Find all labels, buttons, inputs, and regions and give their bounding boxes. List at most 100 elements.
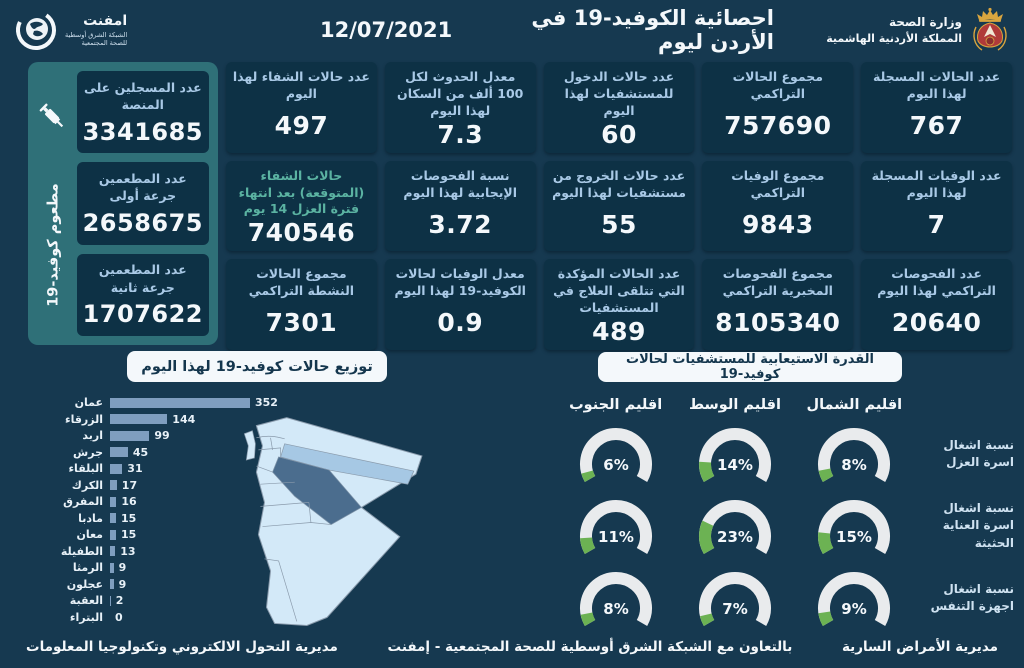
- bar-value-label: 144: [172, 412, 196, 426]
- gauge-column-header: اقليم الوسط: [689, 397, 782, 413]
- bar-category-label: الطفيلة: [60, 544, 103, 558]
- header: وزارة الصحة المملكة الأردنية الهاشمية اح…: [0, 0, 1024, 60]
- jordan-map-container: [210, 408, 432, 628]
- gauge-fill: [818, 532, 834, 554]
- bar-category-label: جرش: [73, 445, 103, 459]
- bar-category-label: العقبة: [69, 594, 103, 608]
- gauge-track: [699, 428, 771, 482]
- stat-label: عدد حالات الخروج من مستشفيات لهذا اليوم: [552, 167, 686, 200]
- bar: [110, 546, 116, 557]
- gauge-cell: 6%: [556, 418, 675, 490]
- stat-box: مجموع الوفيات التراكمي 9843: [702, 160, 854, 252]
- gauge: 23%: [699, 500, 771, 554]
- stat-label: معدل الحدوث لكل 100 ألف من السكان لهذا ا…: [397, 69, 524, 118]
- governorate-bar-chart: عمان 352 الزرقاء 144 اربد 99 جرش 45 البلقاء 31 الك…: [16, 396, 316, 624]
- vaccination-panel: مطعوم كوفيد-19 عدد المسجلين على المنصة 33…: [28, 62, 218, 345]
- gauge-value: 23%: [717, 528, 753, 546]
- bar-row: مادبا 15: [16, 511, 316, 525]
- map-country-outline: [255, 417, 423, 626]
- gauge-row-label: نسبة اشغال اسرة العزل: [943, 437, 1014, 469]
- page-title-text: احصائية الكوفيد-19 في الأردن ليوم: [531, 6, 774, 54]
- map-region-zarqa: [280, 443, 415, 485]
- stat-label: مجموع الفحوصات المخبرية التراكمي: [722, 266, 833, 299]
- stat-value: 3.72: [428, 209, 493, 239]
- bar-chart-title-pill: توزيع حالات كوفيد-19 لهذا اليوم: [127, 351, 387, 382]
- stat-box: عدد الحالات المؤكدة التي تتلقى العلاج في…: [543, 259, 695, 350]
- ministry-crest-logo: [973, 7, 1007, 51]
- bar-row: جرش 45: [16, 445, 316, 459]
- gauge-cell: 8%: [795, 418, 914, 490]
- gauge-fill: [818, 611, 834, 627]
- gauge-value: 7%: [722, 600, 747, 618]
- footer-center: بالتعاون مع الشبكة الشرق أوسطية للصحة ال…: [387, 639, 793, 655]
- gauge-fill: [581, 470, 595, 482]
- gauge-track: [818, 572, 891, 626]
- stat-label: عدد الفحوصات التراكمي لهذا اليوم: [877, 266, 996, 299]
- stat-label: معدل الوفيات لحالات الكوفيد-19 لهذا اليو…: [394, 266, 526, 299]
- vaccination-stat-box: عدد المطعمين جرعة ثانية 1707622: [76, 253, 209, 336]
- bar-value-label: 13: [120, 544, 136, 558]
- stat-box: معدل الحدوث لكل 100 ألف من السكان لهذا ا…: [384, 62, 536, 153]
- gauge-track: [579, 428, 652, 482]
- bar-category-label: عمان: [74, 396, 103, 409]
- emphnet-logo: [16, 10, 56, 50]
- bar-value-label: 0: [115, 610, 123, 624]
- gauge: 9%: [818, 572, 891, 627]
- stat-box: عدد الوفيات المسجلة لهذا اليوم 7: [861, 160, 1012, 252]
- gauge: 15%: [818, 500, 891, 554]
- gauge: 6%: [579, 428, 652, 482]
- bar-row: البلقاء 31: [16, 462, 316, 476]
- stat-value: 7.3: [437, 119, 484, 149]
- footer-left: مديرية التحول الالكتروني وتكنولوجيا المع…: [26, 639, 338, 655]
- stat-box: عدد الفحوصات التراكمي لهذا اليوم 20640: [861, 259, 1012, 350]
- emphnet-sub1: الشبكة الشرق أوسطية: [65, 30, 128, 39]
- gauge-fill: [580, 612, 596, 627]
- stat-label: عدد الوفيات المسجلة لهذا اليوم: [871, 167, 1002, 200]
- stat-label: عدد الحالات المسجلة لهذا اليوم: [873, 69, 1001, 101]
- gauge: 8%: [579, 572, 652, 627]
- gauge-fill: [699, 613, 715, 627]
- gauge: 8%: [818, 428, 891, 483]
- gauge: 11%: [579, 500, 652, 554]
- stat-box: عدد الحالات المسجلة لهذا اليوم 767: [861, 62, 1012, 153]
- bar-row: البتراء 0: [16, 610, 316, 624]
- stat-label: عدد الحالات المؤكدة التي تتلقى العلاج في…: [553, 266, 685, 315]
- bar-category-label: مادبا: [78, 511, 103, 525]
- vaccination-side-label: مطعوم كوفيد-19: [45, 183, 62, 307]
- gauge-column-header: اقليم الشمال: [806, 397, 903, 413]
- stat-label: حالات الشفاء (المتوقعة) بعد انتهاء فترة …: [238, 167, 365, 217]
- bar: [110, 414, 168, 425]
- emphnet-sub2: للصحة المجتمعية: [81, 38, 128, 47]
- stat-box: عدد حالات الخروج من مستشفيات لهذا اليوم 5…: [543, 160, 695, 252]
- vaccination-stat-value: 2658675: [82, 208, 203, 237]
- bar-category-label: البلقاء: [68, 462, 103, 476]
- vaccination-stat-label: عدد المطعمين جرعة ثانية: [98, 262, 187, 295]
- bar-value-label: 45: [132, 445, 149, 459]
- stat-label: عدد حالات الشفاء لهذا اليوم: [232, 69, 370, 101]
- vaccination-stat-label: عدد المسجلين على المنصة: [83, 79, 202, 113]
- gauge-track: [699, 572, 771, 626]
- map-internal-borders: [256, 435, 332, 622]
- gauge-cell: 11%: [556, 490, 675, 562]
- stat-label: مجموع الحالات التراكمي: [732, 69, 823, 101]
- stat-value: 767: [909, 111, 964, 141]
- gauge-fill: [579, 537, 596, 554]
- bar-row: الرمثا 9: [16, 561, 316, 574]
- vaccination-stat-label: عدد المطعمين جرعة أولى: [98, 170, 187, 204]
- bar-value-label: 2: [115, 594, 124, 608]
- bar: [110, 529, 116, 540]
- bar-value-label: 15: [121, 511, 137, 525]
- stat-value: 0.9: [437, 308, 484, 338]
- stat-value: 7: [927, 209, 946, 239]
- stat-value: 60: [601, 119, 637, 149]
- ministry-line2: المملكة الأردنية الهاشمية: [826, 31, 962, 45]
- bar-category-label: المفرق: [63, 495, 103, 509]
- gauge-fill: [699, 520, 715, 554]
- stat-label: مجموع الحالات النشطة التراكمي: [248, 266, 355, 299]
- vaccination-stat-box: عدد المطعمين جرعة أولى 2658675: [76, 162, 209, 245]
- bar: [110, 595, 111, 606]
- bar-category-label: الكرك: [71, 478, 103, 492]
- bar-category-label: الزرقاء: [64, 412, 103, 426]
- bar-row: الكرك 17: [16, 478, 316, 492]
- bar: [110, 397, 250, 408]
